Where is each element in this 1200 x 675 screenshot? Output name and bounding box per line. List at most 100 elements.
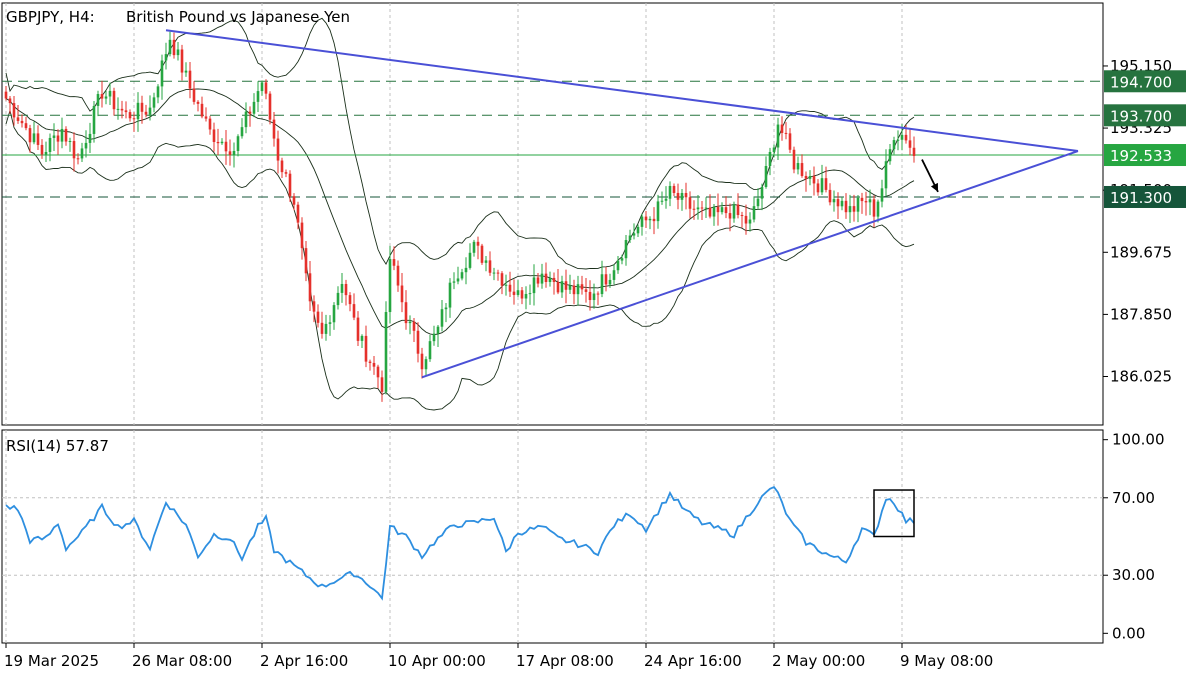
candle <box>436 324 440 348</box>
candle <box>364 325 368 368</box>
candle-body <box>136 102 140 120</box>
candle <box>596 291 600 306</box>
rsi-axis: 100.00 70.00 30.00 0.00 <box>1103 431 1165 642</box>
candle <box>84 130 88 158</box>
candle-body <box>868 199 872 203</box>
candle-body <box>280 160 284 173</box>
candle-body <box>276 138 280 161</box>
trendline[interactable] <box>165 29 1079 153</box>
candle-body <box>248 111 252 114</box>
candle <box>96 90 100 117</box>
candle <box>212 122 216 152</box>
candle-body <box>604 274 608 285</box>
candle-body <box>544 273 548 283</box>
candle <box>856 194 860 223</box>
rsi-panel: 100.00 70.00 30.00 0.00 RSI(14) 57.87 <box>1 429 1165 644</box>
candle <box>464 257 468 285</box>
candle <box>432 325 436 346</box>
candle <box>532 264 536 306</box>
candle-body <box>680 193 684 200</box>
candle <box>732 201 736 223</box>
candle <box>288 170 292 202</box>
candle <box>672 183 676 197</box>
candle <box>500 271 504 295</box>
candle <box>152 92 156 113</box>
candle-body <box>840 200 844 207</box>
candle-body <box>676 192 680 200</box>
candle-body <box>204 116 208 119</box>
candle <box>680 188 684 211</box>
trendlines[interactable] <box>165 29 1079 379</box>
candle <box>332 302 336 330</box>
candle <box>40 139 44 159</box>
candle-body <box>76 158 80 160</box>
candle <box>160 54 164 100</box>
candle-body <box>180 49 184 73</box>
candle-body <box>540 273 544 284</box>
candle <box>92 100 96 143</box>
current-price-tag-bg <box>1104 144 1186 167</box>
candle-body <box>16 117 20 121</box>
candle-body <box>304 248 308 274</box>
candle-body <box>60 128 64 142</box>
candle <box>340 272 344 303</box>
candle <box>504 274 508 296</box>
candle <box>276 130 280 174</box>
candle <box>892 136 896 155</box>
candle <box>88 122 92 154</box>
candle <box>896 130 900 151</box>
candle-body <box>256 91 260 102</box>
candle-body <box>804 175 808 179</box>
candle <box>416 322 420 363</box>
candle-body <box>112 90 116 110</box>
candle-body <box>196 101 200 104</box>
candle-body <box>380 377 384 392</box>
candle-body <box>752 206 756 220</box>
candle <box>348 292 352 312</box>
candle-body <box>788 133 792 150</box>
candle-body <box>144 111 148 115</box>
candle <box>280 157 284 179</box>
candle-body <box>236 136 240 151</box>
candle-body <box>748 219 752 224</box>
candle <box>636 224 640 237</box>
candle <box>744 204 748 235</box>
candle <box>16 104 20 124</box>
bollinger-mid <box>5 88 915 336</box>
candle-body <box>704 207 708 209</box>
candle <box>28 124 32 153</box>
candle <box>808 170 812 186</box>
candle-body <box>856 197 860 212</box>
candle-body <box>68 141 72 143</box>
candle-body <box>560 281 564 293</box>
candle-body <box>356 317 360 341</box>
candle-body <box>712 206 716 217</box>
candle <box>708 194 712 219</box>
candle-body <box>308 273 312 302</box>
candle-body <box>800 163 804 176</box>
candle-body <box>516 290 520 295</box>
candle <box>260 80 264 96</box>
candle-body <box>896 139 900 141</box>
chart-title-symbol: GBPJPY, H4: <box>6 8 95 26</box>
candle <box>388 245 392 324</box>
candle <box>60 117 64 149</box>
candle <box>492 267 496 281</box>
candle <box>248 106 252 127</box>
trendline[interactable] <box>421 150 1079 379</box>
candle <box>648 216 652 230</box>
candle <box>200 96 204 119</box>
candle-body <box>908 140 912 148</box>
chart-title-description: British Pound vs Japanese Yen <box>126 8 350 26</box>
candle <box>548 271 552 287</box>
candle-body <box>100 94 104 99</box>
candle-body <box>152 97 156 108</box>
candle-body <box>568 285 572 290</box>
candle-body <box>44 152 48 155</box>
candle-body <box>172 39 176 56</box>
candle-body <box>468 252 472 268</box>
candle <box>796 156 800 175</box>
candle <box>72 132 76 172</box>
candle <box>568 274 572 294</box>
